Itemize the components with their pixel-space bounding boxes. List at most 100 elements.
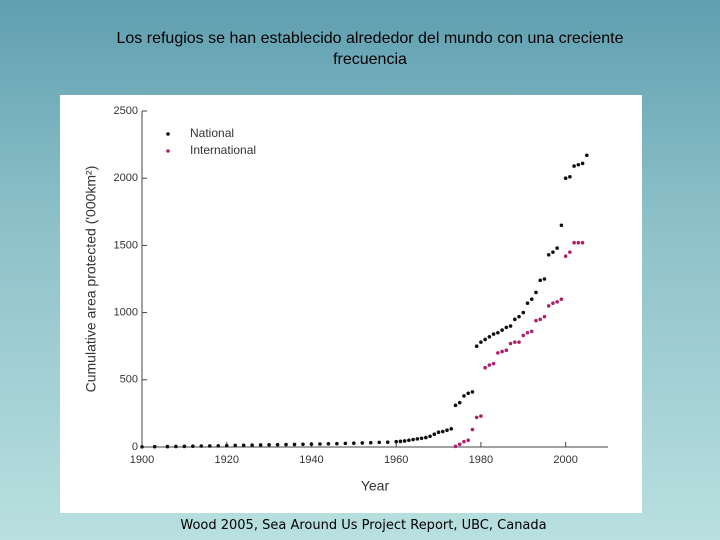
y-axis-label: Cumulative area protected ('000km²) — [83, 166, 99, 393]
point — [174, 444, 178, 449]
y-tick-label: 2500 — [114, 105, 138, 117]
legend-marker — [166, 132, 170, 136]
point — [462, 439, 466, 444]
point — [470, 390, 475, 394]
point — [479, 414, 483, 418]
x-tick-label: 1980 — [469, 454, 493, 466]
point — [199, 444, 204, 448]
point — [424, 435, 428, 440]
y-tick-label: 1000 — [114, 307, 138, 319]
point — [457, 442, 462, 447]
point — [343, 441, 348, 446]
point — [563, 176, 568, 180]
point — [474, 344, 479, 349]
point — [250, 443, 254, 447]
point — [585, 153, 589, 158]
point — [546, 253, 551, 257]
point — [559, 223, 564, 228]
x-tick-label: 1900 — [130, 454, 154, 466]
point — [568, 175, 572, 179]
point — [466, 391, 471, 396]
point — [525, 330, 530, 335]
y-tick-label: 1500 — [114, 239, 138, 251]
point — [546, 304, 551, 308]
point — [500, 328, 504, 332]
point — [538, 317, 543, 322]
point — [513, 317, 517, 322]
point — [572, 240, 576, 245]
point — [267, 443, 271, 447]
point — [241, 443, 246, 448]
point — [517, 314, 521, 319]
point — [462, 394, 466, 398]
point — [360, 441, 365, 445]
point — [309, 442, 314, 446]
point — [398, 439, 403, 444]
point — [445, 428, 449, 433]
y-tick-label: 0 — [132, 441, 138, 453]
chart-panel — [60, 95, 642, 513]
legend-marker — [166, 149, 170, 153]
point — [335, 441, 339, 446]
y-tick-label: 500 — [120, 374, 138, 386]
source: Wood 2005, Sea Around Us Project Report,… — [180, 518, 547, 533]
point — [432, 432, 437, 437]
point — [436, 430, 441, 435]
point — [542, 277, 547, 281]
point — [491, 361, 496, 366]
legend-label: International — [190, 143, 256, 157]
slide-title: Los refugios se han establecido alrededo… — [116, 30, 624, 68]
point — [407, 438, 411, 443]
point — [525, 301, 530, 305]
point — [326, 441, 331, 446]
y-tick-label: 2000 — [114, 172, 138, 184]
point — [233, 443, 237, 448]
point — [555, 246, 559, 250]
point — [394, 439, 398, 444]
point — [224, 443, 229, 448]
point — [538, 278, 543, 283]
point — [572, 164, 576, 168]
point — [352, 441, 356, 446]
point — [466, 438, 471, 443]
point — [551, 250, 555, 254]
point — [368, 440, 373, 445]
point — [576, 240, 581, 245]
point — [542, 314, 547, 319]
point — [555, 300, 559, 304]
point — [449, 427, 454, 431]
point — [529, 329, 534, 334]
point — [483, 337, 487, 342]
point — [474, 415, 479, 420]
point — [440, 429, 445, 434]
point — [529, 297, 534, 301]
x-tick-label: 1940 — [299, 454, 323, 466]
point — [216, 443, 221, 448]
point — [513, 340, 517, 344]
point — [521, 333, 526, 338]
point — [487, 363, 492, 367]
point — [301, 442, 305, 447]
point — [470, 427, 475, 432]
point — [457, 400, 462, 405]
point — [258, 443, 263, 447]
point — [284, 442, 288, 447]
x-tick-label: 2000 — [553, 454, 577, 466]
point — [508, 341, 513, 346]
point — [576, 162, 581, 167]
point — [517, 340, 521, 344]
point — [165, 444, 170, 449]
point — [479, 340, 483, 344]
point — [428, 434, 432, 439]
point — [385, 440, 390, 444]
point — [377, 440, 382, 445]
point — [504, 348, 509, 353]
point — [483, 365, 487, 370]
point — [140, 445, 144, 449]
point — [419, 436, 424, 441]
point — [521, 310, 526, 315]
point — [292, 442, 297, 447]
point — [551, 301, 555, 305]
